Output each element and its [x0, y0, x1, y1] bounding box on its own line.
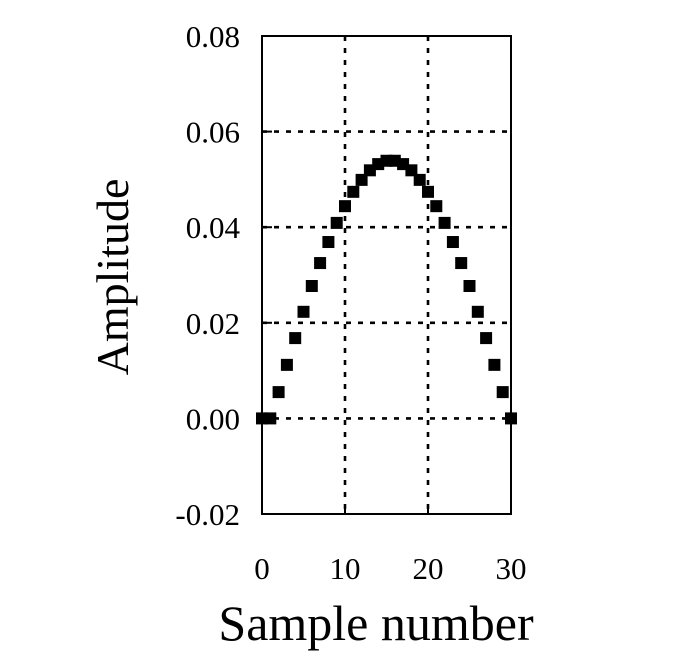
x-axis-title: Sample number — [218, 595, 534, 651]
y-tick-label: 0.02 — [186, 306, 240, 341]
data-point — [280, 358, 293, 371]
data-point — [488, 358, 501, 371]
data-points — [256, 154, 517, 425]
data-point — [463, 279, 476, 292]
tick-labels: 0 10 20 30 -0.02 0.00 0.02 0.04 0.06 0.08 — [175, 19, 526, 586]
data-point — [505, 412, 517, 425]
data-point — [289, 332, 302, 345]
y-tick-label: 0.06 — [186, 115, 240, 150]
data-point — [405, 164, 418, 177]
data-point — [314, 257, 327, 270]
data-point — [496, 386, 509, 399]
x-tick-label: 0 — [254, 551, 270, 586]
x-tick-label: 20 — [413, 551, 444, 586]
y-tick-label: 0.00 — [186, 401, 240, 436]
data-point — [264, 412, 277, 425]
data-point — [330, 216, 343, 229]
data-point — [322, 236, 335, 249]
y-axis-title: Amplitude — [87, 179, 138, 376]
data-point — [446, 236, 459, 249]
x-tick-label: 10 — [330, 551, 361, 586]
y-tick-label: 0.08 — [186, 19, 240, 54]
data-point — [272, 386, 285, 399]
data-point — [413, 173, 426, 186]
data-point — [297, 305, 310, 318]
plot-frame — [261, 35, 512, 515]
data-point — [438, 216, 451, 229]
data-point — [347, 185, 360, 198]
data-point — [305, 279, 318, 292]
data-point — [471, 305, 484, 318]
data-point — [422, 185, 434, 198]
data-point — [339, 200, 351, 213]
data-point — [480, 332, 493, 345]
y-tick-label: 0.04 — [186, 210, 241, 245]
data-point — [355, 173, 368, 186]
axis-ticks — [261, 35, 512, 515]
y-tick-label: -0.02 — [175, 497, 240, 532]
data-point — [455, 257, 468, 270]
x-tick-label: 30 — [496, 551, 527, 586]
grid-lines — [262, 36, 511, 514]
data-point — [430, 200, 443, 213]
